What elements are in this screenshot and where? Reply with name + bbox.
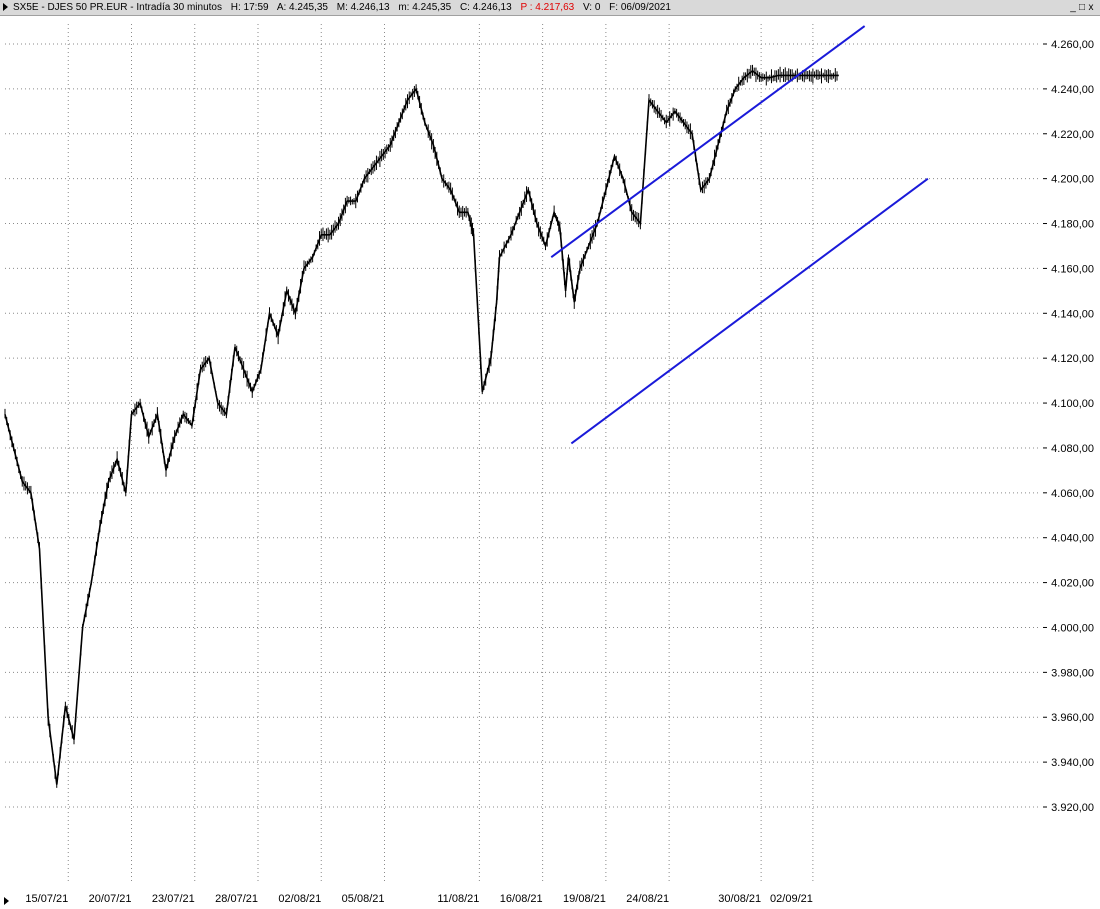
- header-close: C: 4.246,13: [459, 2, 512, 13]
- x-axis: 15/07/21 20/07/21 23/07/21 28/07/21 02/08/21…: [25, 893, 812, 905]
- y-tick-label: 4.000,00: [1051, 622, 1094, 634]
- x-tick-label: 23/07/21: [152, 893, 195, 905]
- window-controls: _ □ x: [1069, 0, 1096, 15]
- channel-line-lower[interactable]: [570, 177, 929, 445]
- x-tick-label: 02/09/21: [770, 893, 813, 905]
- y-tick-label: 4.040,00: [1051, 533, 1094, 545]
- x-tick-label: 19/08/21: [563, 893, 606, 905]
- y-tick-label: 3.980,00: [1051, 667, 1094, 679]
- y-tick-label: 3.940,00: [1051, 757, 1094, 769]
- header-high: M: 4.246,13: [336, 2, 390, 13]
- grid: [5, 24, 1040, 884]
- price-series: [4, 64, 839, 788]
- y-tick-label: 4.160,00: [1051, 263, 1094, 275]
- y-tick-label: 4.080,00: [1051, 443, 1094, 455]
- y-tick-label: 4.240,00: [1051, 84, 1094, 96]
- x-tick-label: 16/08/21: [500, 893, 543, 905]
- x-tick-label: 30/08/21: [718, 893, 761, 905]
- y-tick-label: 4.140,00: [1051, 308, 1094, 320]
- x-tick-label: 28/07/21: [215, 893, 258, 905]
- scroll-arrow-icon[interactable]: [4, 897, 9, 905]
- y-tick-label: 4.120,00: [1051, 353, 1094, 365]
- header-date: F: 06/09/2021: [609, 2, 671, 13]
- y-tick-label: 4.100,00: [1051, 398, 1094, 410]
- trend-channel: [550, 25, 929, 445]
- minimize-button[interactable]: _: [1070, 2, 1077, 13]
- header-low: m: 4.245,35: [398, 2, 452, 13]
- x-tick-label: 15/07/21: [25, 893, 68, 905]
- channel-line-upper[interactable]: [550, 25, 866, 258]
- close-button[interactable]: x: [1088, 2, 1095, 13]
- y-tick-label: 4.260,00: [1051, 39, 1094, 51]
- y-tick-label: 3.960,00: [1051, 712, 1094, 724]
- window-menu-arrow-icon[interactable]: [3, 3, 8, 11]
- x-tick-label: 24/08/21: [626, 893, 669, 905]
- y-tick-label: 4.180,00: [1051, 219, 1094, 231]
- header-open: A: 4.245,35: [276, 2, 328, 13]
- price-chart[interactable]: 4.260,00 4.240,00 4.220,00 4.200,00 4.180,00…: [0, 16, 1100, 909]
- header-volume: V: 0: [582, 2, 601, 13]
- chart-header-info: SX5E - DJES 50 PR.EUR - Intradía 30 minu…: [13, 0, 677, 15]
- y-axis: 4.260,00 4.240,00 4.220,00 4.200,00 4.180,00…: [1043, 39, 1094, 814]
- y-tick-label: 4.200,00: [1051, 174, 1094, 186]
- header-prev-close: P : 4.217,63: [520, 2, 575, 13]
- maximize-button[interactable]: □: [1078, 2, 1087, 13]
- y-tick-label: 3.920,00: [1051, 802, 1094, 814]
- x-tick-label: 20/07/21: [89, 893, 132, 905]
- x-tick-label: 11/08/21: [437, 893, 479, 905]
- header-time: H: 17:59: [230, 2, 269, 13]
- x-tick-label: 05/08/21: [342, 893, 385, 905]
- y-tick-label: 4.020,00: [1051, 578, 1094, 590]
- y-tick-label: 4.060,00: [1051, 488, 1094, 500]
- instrument-title: SX5E - DJES 50 PR.EUR - Intradía 30 minu…: [13, 2, 222, 13]
- x-tick-label: 02/08/21: [278, 893, 321, 905]
- y-tick-label: 4.220,00: [1051, 129, 1094, 141]
- window-title-bar: SX5E - DJES 50 PR.EUR - Intradía 30 minu…: [0, 0, 1100, 16]
